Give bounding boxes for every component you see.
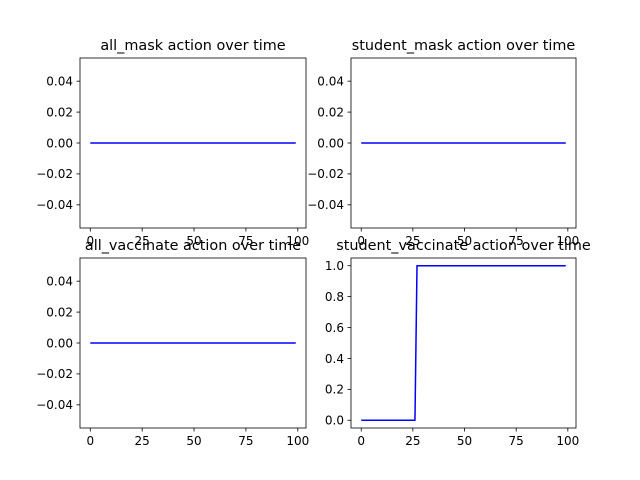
x-tick-label: 100	[286, 234, 309, 248]
x-tick-label: 25	[405, 234, 420, 248]
x-tick-label: 25	[135, 434, 150, 448]
y-tick-label: −0.04	[307, 198, 344, 212]
x-tick-label: 75	[509, 434, 524, 448]
chart-title: student_mask action over time	[352, 38, 576, 54]
y-tick-label: 0.04	[317, 74, 344, 88]
x-tick-label: 100	[286, 434, 309, 448]
x-tick-label: 50	[457, 234, 472, 248]
x-tick-label: 100	[556, 434, 579, 448]
subplot-3: 0 25 50 75 100 −0.04 −0.02 0.00 0.02 0.04 all_vacc…	[36, 238, 309, 448]
y-tick-label: −0.04	[36, 398, 73, 412]
y-tick-label: 0.02	[46, 105, 73, 119]
x-tick-label: 100	[556, 234, 579, 248]
y-tick-label: 0.00	[46, 136, 73, 150]
subplot-1: 0 25 50 75 100 −0.04 −0.02 0.00 0.02 0.04 all_mask…	[36, 38, 309, 248]
y-tick-label: 0.02	[317, 105, 344, 119]
y-tick-label: −0.02	[36, 367, 73, 381]
x-tick-label: 75	[238, 434, 253, 448]
x-tick-label: 0	[86, 434, 94, 448]
plot-area	[351, 258, 576, 428]
x-tick-label: 75	[238, 234, 253, 248]
y-tick-label: 0.04	[46, 74, 73, 88]
chart-title: student_vaccinate action over time	[336, 238, 591, 254]
y-tick-label: 0.00	[46, 336, 73, 350]
subplot-2: 0 25 50 75 100 −0.04 −0.02 0.00 0.02 0.04 student_…	[307, 38, 579, 248]
y-tick-label: 0.8	[325, 290, 344, 304]
chart-title: all_mask action over time	[100, 38, 285, 54]
y-tick-label: 0.6	[325, 321, 344, 335]
x-tick-label: 75	[509, 234, 524, 248]
y-tick-label: 0.0	[325, 414, 344, 428]
y-tick-label: 0.00	[317, 136, 344, 150]
x-tick-label: 0	[86, 234, 94, 248]
x-tick-label: 0	[357, 234, 365, 248]
axes-frame	[350, 257, 577, 429]
x-tick-label: 25	[135, 234, 150, 248]
y-tick-label: 1.0	[325, 259, 344, 273]
x-tick-label: 25	[405, 434, 420, 448]
x-tick-label: 0	[357, 434, 365, 448]
series-line	[361, 264, 566, 422]
y-tick-label: 0.4	[325, 352, 344, 366]
y-tick-label: −0.02	[307, 167, 344, 181]
chart-title: all_vaccinate action over time	[85, 238, 301, 254]
y-tick-label: 0.02	[46, 305, 73, 319]
x-tick-label: 50	[186, 434, 201, 448]
y-tick-label: −0.02	[36, 167, 73, 181]
subplot-4: 0 25 50 75 100 0.0 0.2 0.4 0.6 0.8 1.0 student_vacc…	[325, 238, 591, 448]
y-tick-label: 0.2	[325, 383, 344, 397]
x-tick-label: 50	[186, 234, 201, 248]
y-tick-label: 0.04	[46, 274, 73, 288]
x-tick-label: 50	[457, 434, 472, 448]
y-tick-label: −0.04	[36, 198, 73, 212]
